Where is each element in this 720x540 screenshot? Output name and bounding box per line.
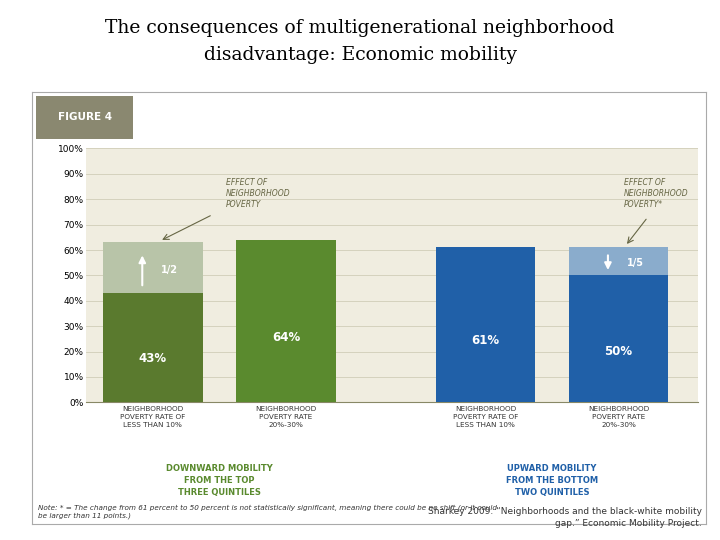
Text: disadvantage: Economic mobility: disadvantage: Economic mobility	[204, 46, 516, 64]
Text: EFFECT OF
NEIGHBORHOOD
POVERTY*: EFFECT OF NEIGHBORHOOD POVERTY*	[624, 178, 688, 210]
Text: 43%: 43%	[139, 352, 167, 365]
Bar	[236, 240, 336, 402]
Bar	[436, 247, 536, 402]
Text: Sharkey 2009. “Neighborhoods and the black-white mobility
gap.” Economic Mobilit: Sharkey 2009. “Neighborhoods and the bla…	[428, 507, 702, 528]
Text: 1/2: 1/2	[161, 265, 178, 275]
Text: UPWARD MOBILITY
FROM THE BOTTOM
TWO QUINTILES: UPWARD MOBILITY FROM THE BOTTOM TWO QUIN…	[506, 464, 598, 497]
Bar	[103, 242, 203, 293]
Text: Growing Up Amidst High Neighborhood Poverty Increases Downward: Growing Up Amidst High Neighborhood Pove…	[147, 104, 516, 113]
Bar	[569, 275, 668, 402]
Bar	[36, 96, 133, 139]
Text: 61%: 61%	[472, 334, 500, 347]
Bar	[569, 247, 668, 275]
Text: Mobility by One-Half, But Is Less Conclusive for Upward Mobility: Mobility by One-Half, But Is Less Conclu…	[147, 124, 491, 133]
Text: DOWNWARD MOBILITY
FROM THE TOP
THREE QUINTILES: DOWNWARD MOBILITY FROM THE TOP THREE QUI…	[166, 464, 273, 497]
Text: 50%: 50%	[605, 345, 633, 358]
Text: The consequences of multigenerational neighborhood: The consequences of multigenerational ne…	[105, 19, 615, 37]
Text: EFFECT OF
NEIGHBORHOOD
POVERTY: EFFECT OF NEIGHBORHOOD POVERTY	[226, 178, 291, 210]
Text: 64%: 64%	[272, 331, 300, 344]
Text: FIGURE 4: FIGURE 4	[58, 112, 112, 123]
Bar	[103, 293, 203, 402]
Text: 1/5: 1/5	[626, 258, 644, 268]
Text: Note: * = The change from 61 percent to 50 percent is not statistically signific: Note: * = The change from 61 percent to …	[38, 504, 497, 519]
